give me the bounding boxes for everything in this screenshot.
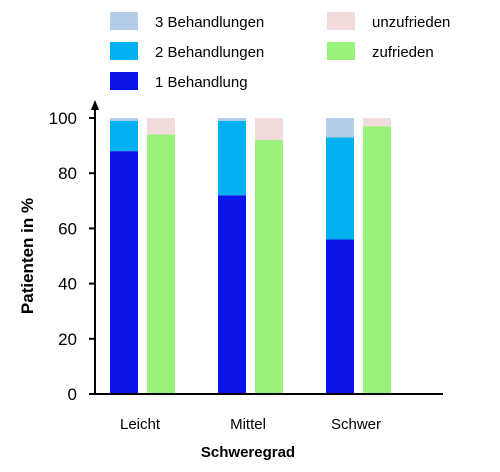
legend-swatch — [327, 42, 355, 60]
x-tick-label: Schwer — [331, 416, 381, 433]
legend-swatch — [110, 72, 138, 90]
bar-segment-2-behandlungen-leicht — [110, 120, 138, 152]
legend-label: zufrieden — [372, 44, 434, 61]
bar-segment-3-behandlungen-mittel — [218, 118, 246, 121]
bar-segment-zufrieden-leicht — [147, 134, 175, 394]
bar-segment-unzufrieden-mittel — [255, 118, 283, 141]
bar-segment-1-behandlung-mittel — [218, 195, 246, 394]
y-axis-arrow — [91, 100, 99, 110]
bar-segment-3-behandlungen-schwer — [326, 118, 354, 138]
axes — [91, 100, 443, 395]
legend-swatch — [110, 12, 138, 30]
bars — [110, 118, 391, 394]
bar-segment-zufrieden-mittel — [255, 140, 283, 394]
y-ticks: 0 20 40 60 80 100 — [49, 109, 95, 404]
bar-segment-1-behandlung-leicht — [110, 151, 138, 394]
legend-label: 3 Behandlungen — [155, 14, 264, 31]
y-tick-label: 100 — [49, 109, 77, 128]
bar-segment-unzufrieden-leicht — [147, 118, 175, 135]
legend-swatch — [327, 12, 355, 30]
bar-segment-unzufrieden-schwer — [363, 118, 391, 127]
legend-label: 2 Behandlungen — [155, 44, 264, 61]
y-tick-label: 0 — [68, 385, 77, 404]
bar-segment-1-behandlung-schwer — [326, 239, 354, 394]
y-tick-label: 40 — [58, 275, 77, 294]
y-axis-label: Patienten in % — [18, 198, 37, 314]
bar-segment-3-behandlungen-leicht — [110, 118, 138, 121]
x-ticks: Leicht Mittel Schwer — [120, 416, 381, 433]
y-tick-label: 60 — [58, 219, 77, 238]
legend-swatch — [110, 42, 138, 60]
x-axis-label: Schweregrad — [201, 444, 295, 461]
y-tick-label: 80 — [58, 164, 77, 183]
x-tick-label: Leicht — [120, 416, 161, 433]
legend-label: unzufrieden — [372, 14, 450, 31]
y-tick-label: 20 — [58, 330, 77, 349]
legend-label: 1 Behandlung — [155, 74, 248, 91]
bar-segment-2-behandlungen-schwer — [326, 137, 354, 240]
bar-segment-zufrieden-schwer — [363, 126, 391, 394]
legend: 3 Behandlungen 2 Behandlungen 1 Behandlung… — [110, 12, 450, 91]
x-tick-label: Mittel — [230, 416, 266, 433]
bar-segment-2-behandlungen-mittel — [218, 120, 246, 196]
